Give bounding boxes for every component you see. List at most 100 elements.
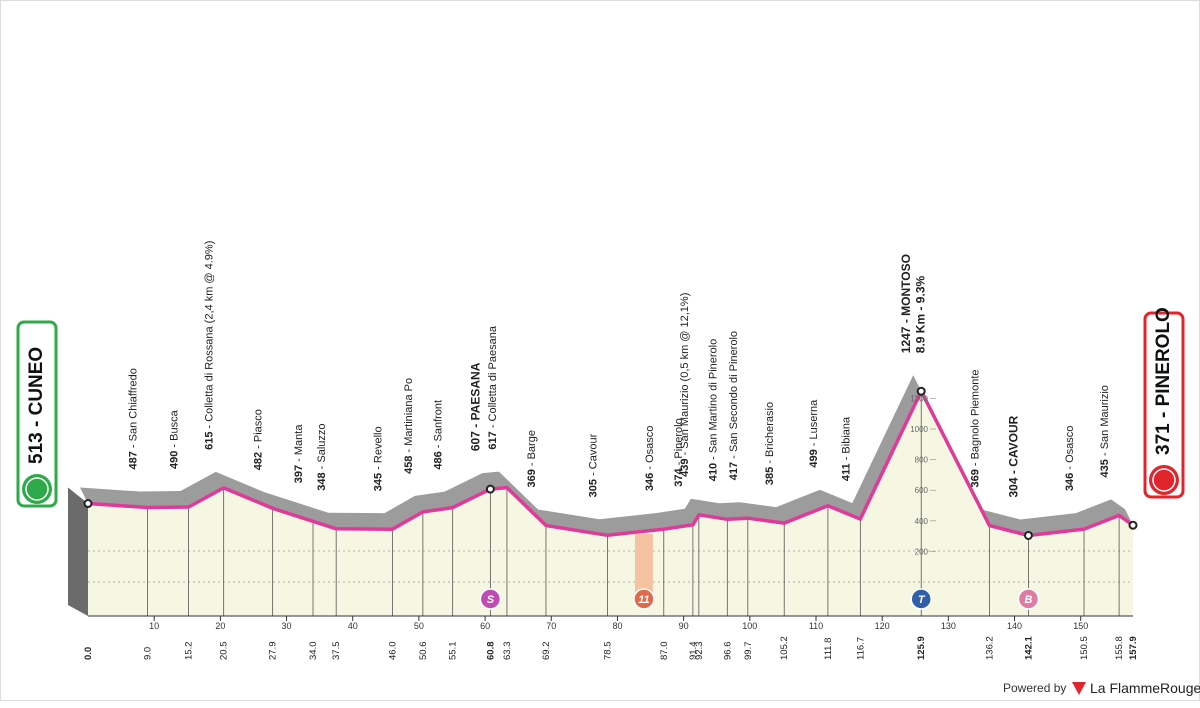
waypoint-alt: 369 bbox=[969, 469, 981, 487]
km-value-label: 96.6 bbox=[722, 642, 733, 661]
separator: - bbox=[728, 452, 740, 462]
separator: - bbox=[526, 459, 538, 469]
separator: - bbox=[253, 442, 265, 452]
powered-by: Powered by bbox=[1003, 681, 1066, 695]
badge-name: PINEROLO bbox=[1153, 307, 1174, 406]
km-tick-label: 120 bbox=[875, 621, 890, 631]
km-value-label: 37.5 bbox=[331, 642, 342, 661]
waypoint-label: 304 - CAVOUR bbox=[1007, 415, 1021, 497]
waypoint-name: San Martino di Pinerolo bbox=[707, 339, 719, 453]
separator: - bbox=[840, 454, 852, 464]
waypoint-alt: 346 bbox=[644, 473, 656, 491]
elevation-tick-label: 800 bbox=[915, 456, 929, 465]
waypoint-label: 417 - San Secondo di Pinerolo bbox=[728, 331, 740, 480]
separator: - bbox=[764, 457, 776, 467]
waypoint-alt: 348 bbox=[316, 472, 328, 490]
separator: - bbox=[673, 459, 685, 469]
separator: - bbox=[587, 469, 599, 479]
badge-alt: 371 bbox=[1153, 423, 1174, 455]
waypoint-name: PAESANA bbox=[469, 362, 483, 420]
badge-icon-ring bbox=[25, 477, 49, 501]
separator: - bbox=[1153, 406, 1174, 423]
km-value-label: 92.3 bbox=[694, 642, 705, 661]
waypoint-label: 1247 - MONTOSO bbox=[899, 254, 913, 353]
waypoint-label: 374 - Pinerolo bbox=[673, 418, 685, 487]
km-tick-label: 140 bbox=[1007, 621, 1022, 631]
profile-face bbox=[68, 487, 88, 616]
waypoint-alt: 615 bbox=[204, 432, 216, 450]
waypoint-label: 607 - PAESANA bbox=[469, 362, 483, 451]
waypoint-name: Pinerolo bbox=[673, 418, 685, 458]
badge-label: 371 - PINEROLO bbox=[1153, 307, 1174, 455]
km-value-label: 0.0 bbox=[83, 647, 94, 660]
waypoint-alt: 305 bbox=[587, 479, 599, 497]
waypoint-label: 305 - Cavour bbox=[587, 433, 599, 497]
waypoint-label: 615 - Colletta di Rossana (2,4 km @ 4.9%… bbox=[204, 241, 216, 450]
km-tick-label: 60 bbox=[480, 621, 490, 631]
km-value-label: 87.0 bbox=[659, 642, 670, 661]
separator: - bbox=[169, 441, 181, 451]
elevation-tick-label: 1200 bbox=[910, 394, 928, 403]
km-value-label: 91.4 bbox=[688, 642, 699, 661]
waypoint-label: 617 - Colletta di Paesana bbox=[487, 325, 499, 449]
waypoint-alt: 345 bbox=[372, 473, 384, 491]
waypoint-alt: 374 bbox=[673, 468, 685, 487]
separator: - bbox=[1007, 467, 1021, 478]
icon-label: T bbox=[918, 594, 926, 606]
waypoint-alt: 486 bbox=[433, 451, 445, 469]
elevation-tick-label: 400 bbox=[915, 517, 929, 526]
waypoint-name: Saluzzo bbox=[316, 423, 328, 462]
climb-note: 8.9 Km - 9.3% bbox=[913, 276, 927, 354]
km-value-label: 105.2 bbox=[779, 636, 790, 660]
waypoint-name: Sanfront bbox=[433, 400, 445, 442]
separator: - bbox=[1064, 463, 1076, 473]
elevation-tick-label: 1000 bbox=[910, 425, 928, 434]
waypoint-label: 348 - Saluzzo bbox=[316, 423, 328, 490]
km-value-label: 157.9 bbox=[1128, 636, 1139, 660]
waypoint-alt: 487 bbox=[127, 451, 139, 469]
waypoint-alt: 304 bbox=[1007, 477, 1021, 497]
waypoint-alt: 369 bbox=[526, 469, 538, 487]
separator: - bbox=[644, 463, 656, 473]
brand: La FlammeRouge bbox=[1090, 680, 1200, 696]
km-value-label: 125.9 bbox=[916, 636, 927, 660]
separator: - bbox=[1099, 449, 1111, 459]
waypoint-alt: 1247 bbox=[899, 326, 913, 353]
waypoint-name: MONTOSO bbox=[899, 254, 913, 316]
icon-label: B bbox=[1024, 594, 1032, 606]
waypoint-name: Bricherasio bbox=[764, 402, 776, 457]
point-dot bbox=[485, 484, 495, 494]
km-value-label: 136.2 bbox=[984, 636, 995, 660]
waypoint-label: 458 - Martiniana Po bbox=[403, 378, 415, 474]
km-tick-label: 130 bbox=[941, 621, 956, 631]
waypoint-name: San Chiaffredo bbox=[127, 368, 139, 441]
km-tick-label: 100 bbox=[742, 621, 757, 631]
waypoint-label: 435 - San Maurizio bbox=[1099, 385, 1111, 477]
waypoint-alt: 397 bbox=[293, 465, 305, 483]
km-value-label: 60.8 bbox=[485, 642, 496, 661]
point-dot bbox=[1128, 520, 1138, 530]
km-value-label: 111.8 bbox=[823, 638, 834, 660]
badge bbox=[16, 320, 58, 508]
waypoint-label: 411 - Bibiana bbox=[840, 416, 852, 481]
km-tick-label: 150 bbox=[1073, 621, 1088, 631]
waypoint-alt: 607 bbox=[469, 431, 483, 451]
separator: - bbox=[679, 449, 691, 459]
km-value-label: 99.7 bbox=[743, 642, 754, 661]
icon-label: 11 bbox=[638, 594, 649, 606]
waypoint-label: 397 - Manta bbox=[293, 424, 305, 484]
km-value-label: 9.0 bbox=[143, 647, 154, 660]
km-value-label: 78.5 bbox=[603, 642, 614, 661]
km-tick-label: 10 bbox=[149, 621, 159, 631]
waypoint-alt: 346 bbox=[1064, 473, 1076, 491]
waypoint-name: Revello bbox=[372, 426, 384, 463]
separator: - bbox=[316, 463, 328, 473]
waypoint-name: Cavour bbox=[587, 433, 599, 469]
km-value-label: 34.0 bbox=[308, 642, 319, 661]
icon bbox=[910, 588, 932, 610]
waypoint-alt: 417 bbox=[728, 462, 740, 480]
waypoint-name: Busca bbox=[169, 409, 181, 440]
icon-label: S bbox=[487, 594, 495, 606]
waypoint-name: Martiniana Po bbox=[403, 378, 415, 446]
